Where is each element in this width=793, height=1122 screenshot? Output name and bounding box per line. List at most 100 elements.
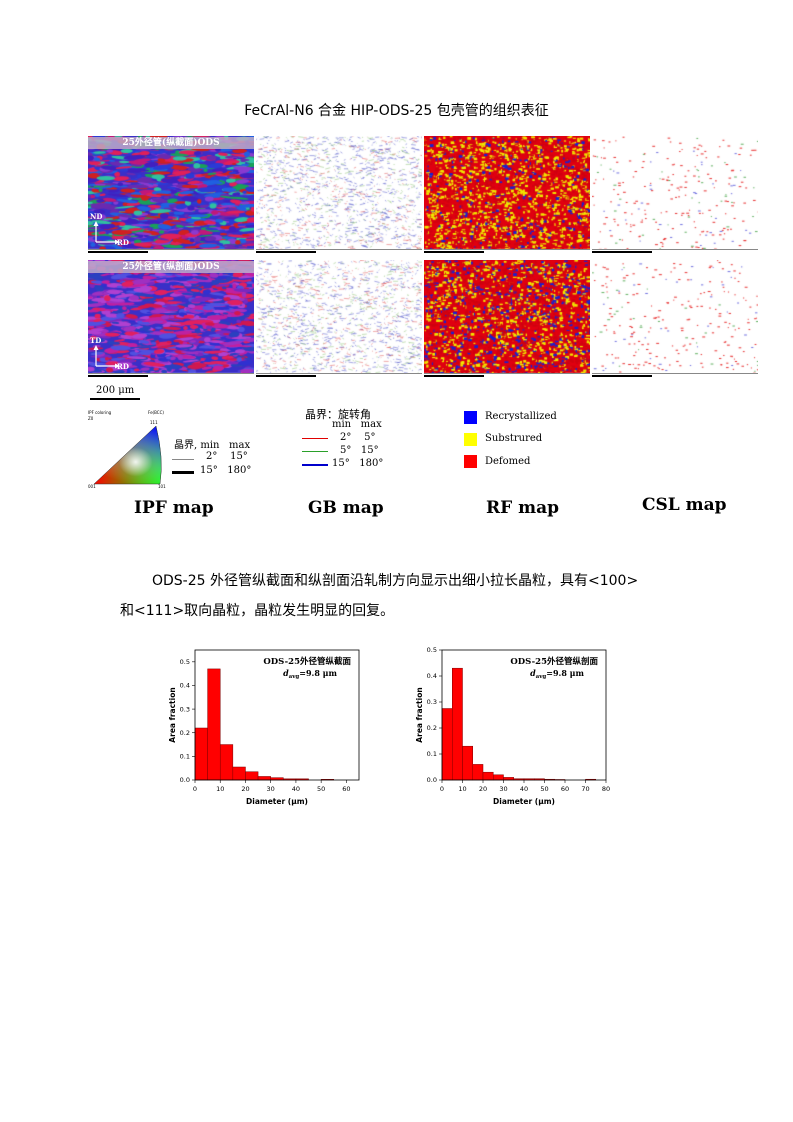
axis-label-horizontal: RD	[117, 238, 129, 247]
scale-strip	[256, 373, 422, 378]
histogram-bar	[472, 764, 484, 781]
y-tick-label: 0.1	[180, 753, 190, 761]
axis-arrows-icon	[93, 345, 120, 369]
y-tick-label: 0.0	[427, 776, 437, 784]
x-tick-label: 0	[440, 785, 444, 793]
rf-legend: Recrystallized Substrured Defomed	[462, 408, 582, 474]
y-tick-label: 0.2	[180, 729, 190, 737]
gb-row: 2° 5°	[340, 432, 376, 443]
ipf-corner-101: 101	[158, 484, 166, 489]
rf-map-image	[424, 136, 590, 254]
micrograph-grid: 25外径管(纵截面)ODS ND RD 25外径管(纵剖面)ODS TD	[88, 136, 758, 380]
map-label-gb: GB map	[308, 498, 384, 518]
chart-title: ODS-25外径管纵剖面	[510, 656, 598, 667]
y-tick-label: 0.0	[180, 776, 190, 784]
axis-label-horizontal: RD	[117, 362, 129, 371]
rf-map-longitudinal-section	[424, 136, 590, 254]
scale-strip	[256, 249, 422, 254]
scale-bar	[90, 398, 140, 400]
axis-label-vertical: ND	[90, 212, 103, 221]
axis-label-vertical: TD	[90, 336, 102, 345]
x-tick-label: 50	[317, 785, 325, 793]
ipf-legend: IPF coloring Z0 Fe(BCC) 111 001 101 晶界, …	[88, 410, 258, 490]
y-tick-label: 0.5	[180, 658, 190, 666]
x-tick-label: 40	[292, 785, 300, 793]
x-tick-label: 60	[342, 785, 350, 793]
x-tick-label: 70	[581, 785, 589, 793]
gb-map-image	[256, 136, 422, 254]
gb-map-image	[256, 260, 422, 378]
ipf-gb-row: 2° 15°	[206, 451, 248, 462]
histogram-bar	[207, 668, 221, 781]
gb-map-longitudinal-section	[256, 136, 422, 254]
gb-row: 5° 15°	[340, 445, 379, 456]
histogram-bar	[462, 745, 473, 781]
y-tick-label: 0.3	[427, 698, 437, 706]
plot-frame	[194, 649, 360, 781]
recrystallized-swatch	[464, 411, 477, 424]
y-tick-label: 0.4	[427, 672, 437, 680]
y-tick-label: 0.2	[427, 724, 437, 732]
gb-line-blue	[302, 464, 328, 466]
gb-row: 15° 180°	[332, 458, 384, 469]
gb-line-red	[302, 438, 328, 439]
gb-legend-header: 晶界：旋转角	[305, 408, 371, 421]
histogram-bar	[482, 771, 494, 781]
histogram-bar	[452, 667, 463, 781]
map-label-ipf: IPF map	[134, 498, 214, 518]
csl-map-longitudinal-section	[592, 136, 758, 254]
grain-size-chart-longitudinal-profile: 0 10 20 30 40 50 60 70 80 0.0 0.1 0.2 0.3 0.4 0.5 Diame…	[415, 646, 610, 806]
rf-legend-label: Recrystallized	[485, 411, 557, 422]
x-tick-label: 10	[216, 785, 224, 793]
scale-strip	[424, 249, 590, 254]
csl-map-longitudinal-profile	[592, 260, 758, 378]
ipf-map-image	[88, 260, 254, 378]
ipf-phase-label: Fe(BCC)	[148, 410, 164, 415]
body-paragraph-line-1: ODS-25 外径管纵截面和纵剖面沿轧制方向显示出细小拉长晶粒，具有<100>	[152, 573, 639, 589]
ipf-map-longitudinal-section: 25外径管(纵截面)ODS ND RD	[88, 136, 254, 254]
ipf-gb-header: 晶界, min max	[174, 440, 251, 451]
micrograph-label: 25外径管(纵截面)ODS	[88, 137, 254, 149]
chart-annotation: davg=9.8 μm	[530, 668, 584, 680]
rf-map-image	[424, 260, 590, 378]
y-tick-label: 0.3	[180, 705, 190, 713]
gb-legend: 晶界：旋转角 min max 2° 5° 5° 15° 15° 180°	[300, 406, 410, 476]
ipf-map-longitudinal-profile: 25外径管(纵剖面)ODS TD RD	[88, 260, 254, 378]
gb-line-green	[302, 451, 328, 452]
substructured-swatch	[464, 433, 477, 446]
ipf-gb-line-thin	[172, 459, 194, 460]
histogram-bar	[194, 727, 208, 781]
gb-legend-subheader: min max	[332, 419, 382, 430]
histogram-bar	[441, 708, 453, 781]
ipf-color-triangle-icon	[93, 425, 162, 485]
body-paragraph-line-2: 和<111>取向晶粒，晶粒发生明显的回复。	[120, 603, 395, 619]
scale-strip	[592, 249, 758, 254]
x-tick-label: 80	[602, 785, 610, 793]
histogram-bar	[245, 771, 259, 781]
histogram-bar	[493, 774, 504, 781]
chart-annotation: davg=9.8 μm	[283, 668, 337, 680]
ipf-coloring-label: IPF coloring	[88, 410, 112, 415]
x-tick-label: 30	[499, 785, 507, 793]
deformed-swatch	[464, 455, 477, 468]
figure-title: FeCrAl-N6 合金 HIP-ODS-25 包壳管的组织表征	[244, 103, 549, 119]
x-tick-label: 60	[561, 785, 569, 793]
ipf-axis-label: Z0	[88, 416, 94, 421]
rf-map-longitudinal-profile	[424, 260, 590, 378]
x-tick-label: 0	[193, 785, 197, 793]
csl-map-image	[592, 136, 758, 254]
csl-map-image	[592, 260, 758, 378]
grain-size-chart-longitudinal-section: 0 10 20 30 40 50 60 0.0 0.1 0.2 0.3 0.4 0.5 Diameter …	[168, 649, 360, 806]
scale-strip	[424, 373, 590, 378]
histogram-bar	[257, 776, 271, 781]
axis-arrows-icon	[93, 221, 120, 245]
x-tick-label: 50	[540, 785, 548, 793]
map-label-csl: CSL map	[642, 495, 727, 515]
scale-bar-label: 200 μm	[96, 385, 135, 396]
scale-strip	[88, 249, 254, 254]
histogram-bar	[232, 766, 246, 781]
x-tick-label: 40	[520, 785, 528, 793]
map-label-rf: RF map	[486, 498, 560, 518]
ipf-gb-line-thick	[172, 471, 194, 474]
ipf-gb-row: 15° 180°	[200, 465, 252, 476]
